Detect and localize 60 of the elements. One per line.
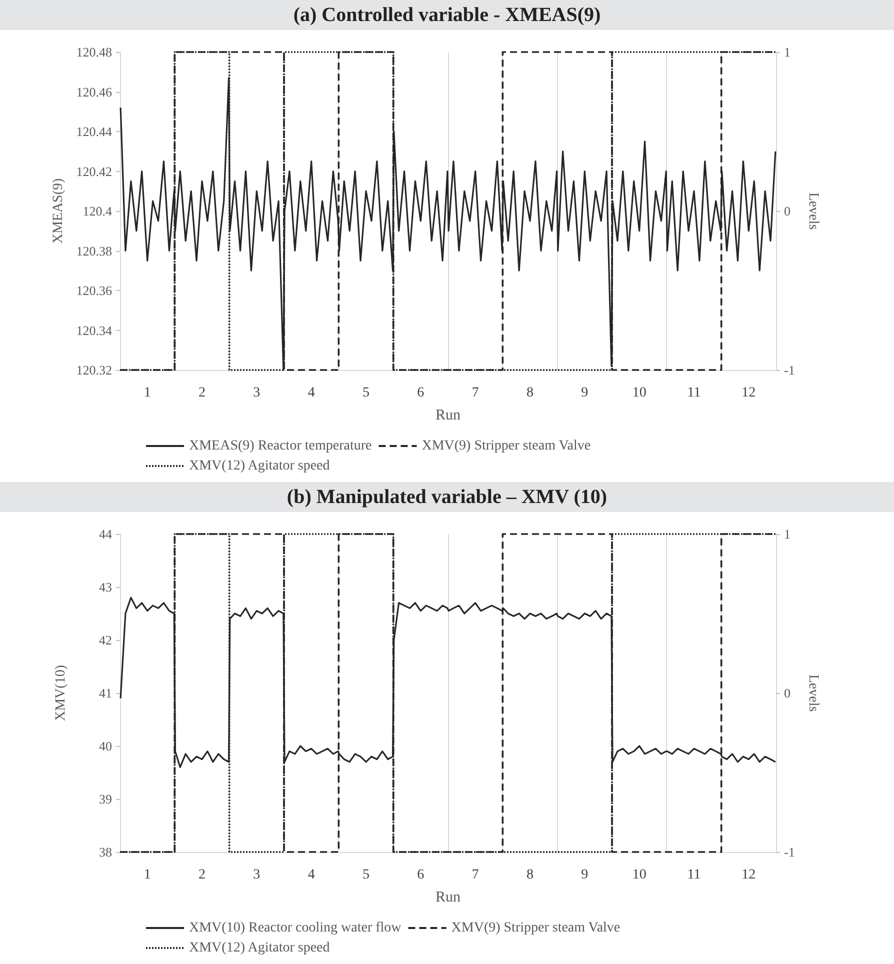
y2-tick-label: 1 — [784, 526, 790, 542]
y-tick-label: 38 — [99, 844, 112, 860]
x-tick-label: 3 — [253, 386, 260, 400]
y2-tick-label: 0 — [784, 686, 790, 700]
chart-title: (a) Controlled variable - XMEAS(9) — [293, 4, 601, 26]
legend-label: XMV(9) Stripper steam Valve — [451, 920, 620, 936]
x-tick-label: 7 — [472, 386, 479, 400]
y2-tick-label: 0 — [784, 204, 790, 218]
legend-label: XMV(12) Agitator speed — [189, 940, 330, 956]
y-tick-label: 39 — [99, 792, 112, 806]
y-tick-label: 120.48 — [76, 44, 112, 60]
x-tick-label: 5 — [362, 868, 370, 882]
x-axis-title: Run — [435, 890, 461, 906]
x-tick-label: 6 — [417, 386, 424, 400]
x-tick-label: 11 — [687, 868, 701, 882]
y-tick-label: 120.38 — [76, 243, 112, 258]
x-tick-label: 10 — [632, 386, 646, 400]
y-tick-label: 120.32 — [76, 362, 112, 378]
y-tick-label: 120.44 — [76, 124, 112, 139]
legend-label: XMEAS(9) Reactor temperature — [189, 438, 372, 454]
x-tick-label: 2 — [198, 386, 206, 400]
x-tick-label: 8 — [526, 868, 534, 882]
x-tick-label: 6 — [417, 868, 424, 882]
y-axis-title: XMV(10) — [54, 664, 68, 721]
x-tick-label: 1 — [144, 386, 151, 400]
chart-title: (b) Manipulated variable – XMV (10) — [286, 486, 608, 508]
y-axis-title: XMEAS(9) — [50, 178, 66, 244]
y2-axis-title: Levels — [806, 192, 820, 230]
y-tick-label: 120.36 — [76, 283, 112, 298]
y2-tick-label: -1 — [784, 844, 795, 860]
x-tick-label: 12 — [742, 386, 756, 400]
x-tick-label: 11 — [687, 386, 701, 400]
y-tick-label: 120.46 — [76, 84, 112, 100]
x-tick-label: 12 — [742, 868, 756, 882]
y-tick-label: 44 — [99, 526, 112, 542]
y-tick-label: 41 — [99, 686, 112, 700]
y-tick-label: 43 — [99, 580, 112, 594]
x-tick-label: 9 — [581, 386, 588, 400]
x-tick-label: 3 — [253, 868, 260, 882]
y-tick-label: 40 — [99, 738, 112, 754]
y2-tick-label: 1 — [784, 44, 790, 60]
x-tick-label: 4 — [308, 868, 315, 882]
legend-label: XMV(12) Agitator speed — [189, 458, 330, 474]
y-tick-label: 120.42 — [76, 164, 112, 179]
x-tick-label: 9 — [581, 868, 588, 882]
x-tick-label: 4 — [308, 386, 315, 400]
y-tick-label: 42 — [99, 632, 112, 648]
x-tick-label: 7 — [472, 868, 479, 882]
legend-label: XMV(10) Reactor cooling water flow — [189, 920, 402, 936]
legend-label: XMV(9) Stripper steam Valve — [422, 438, 591, 454]
y-tick-label: 120.34 — [76, 322, 112, 338]
x-tick-label: 5 — [362, 386, 370, 400]
x-tick-label: 10 — [632, 868, 646, 882]
x-axis-title: Run — [435, 408, 461, 424]
x-tick-label: 8 — [526, 386, 534, 400]
x-tick-label: 1 — [144, 868, 151, 882]
y-tick-label: 120.4 — [82, 204, 112, 218]
x-tick-label: 2 — [198, 868, 206, 882]
y2-axis-title: Levels — [806, 674, 820, 712]
y2-tick-label: -1 — [784, 362, 795, 378]
